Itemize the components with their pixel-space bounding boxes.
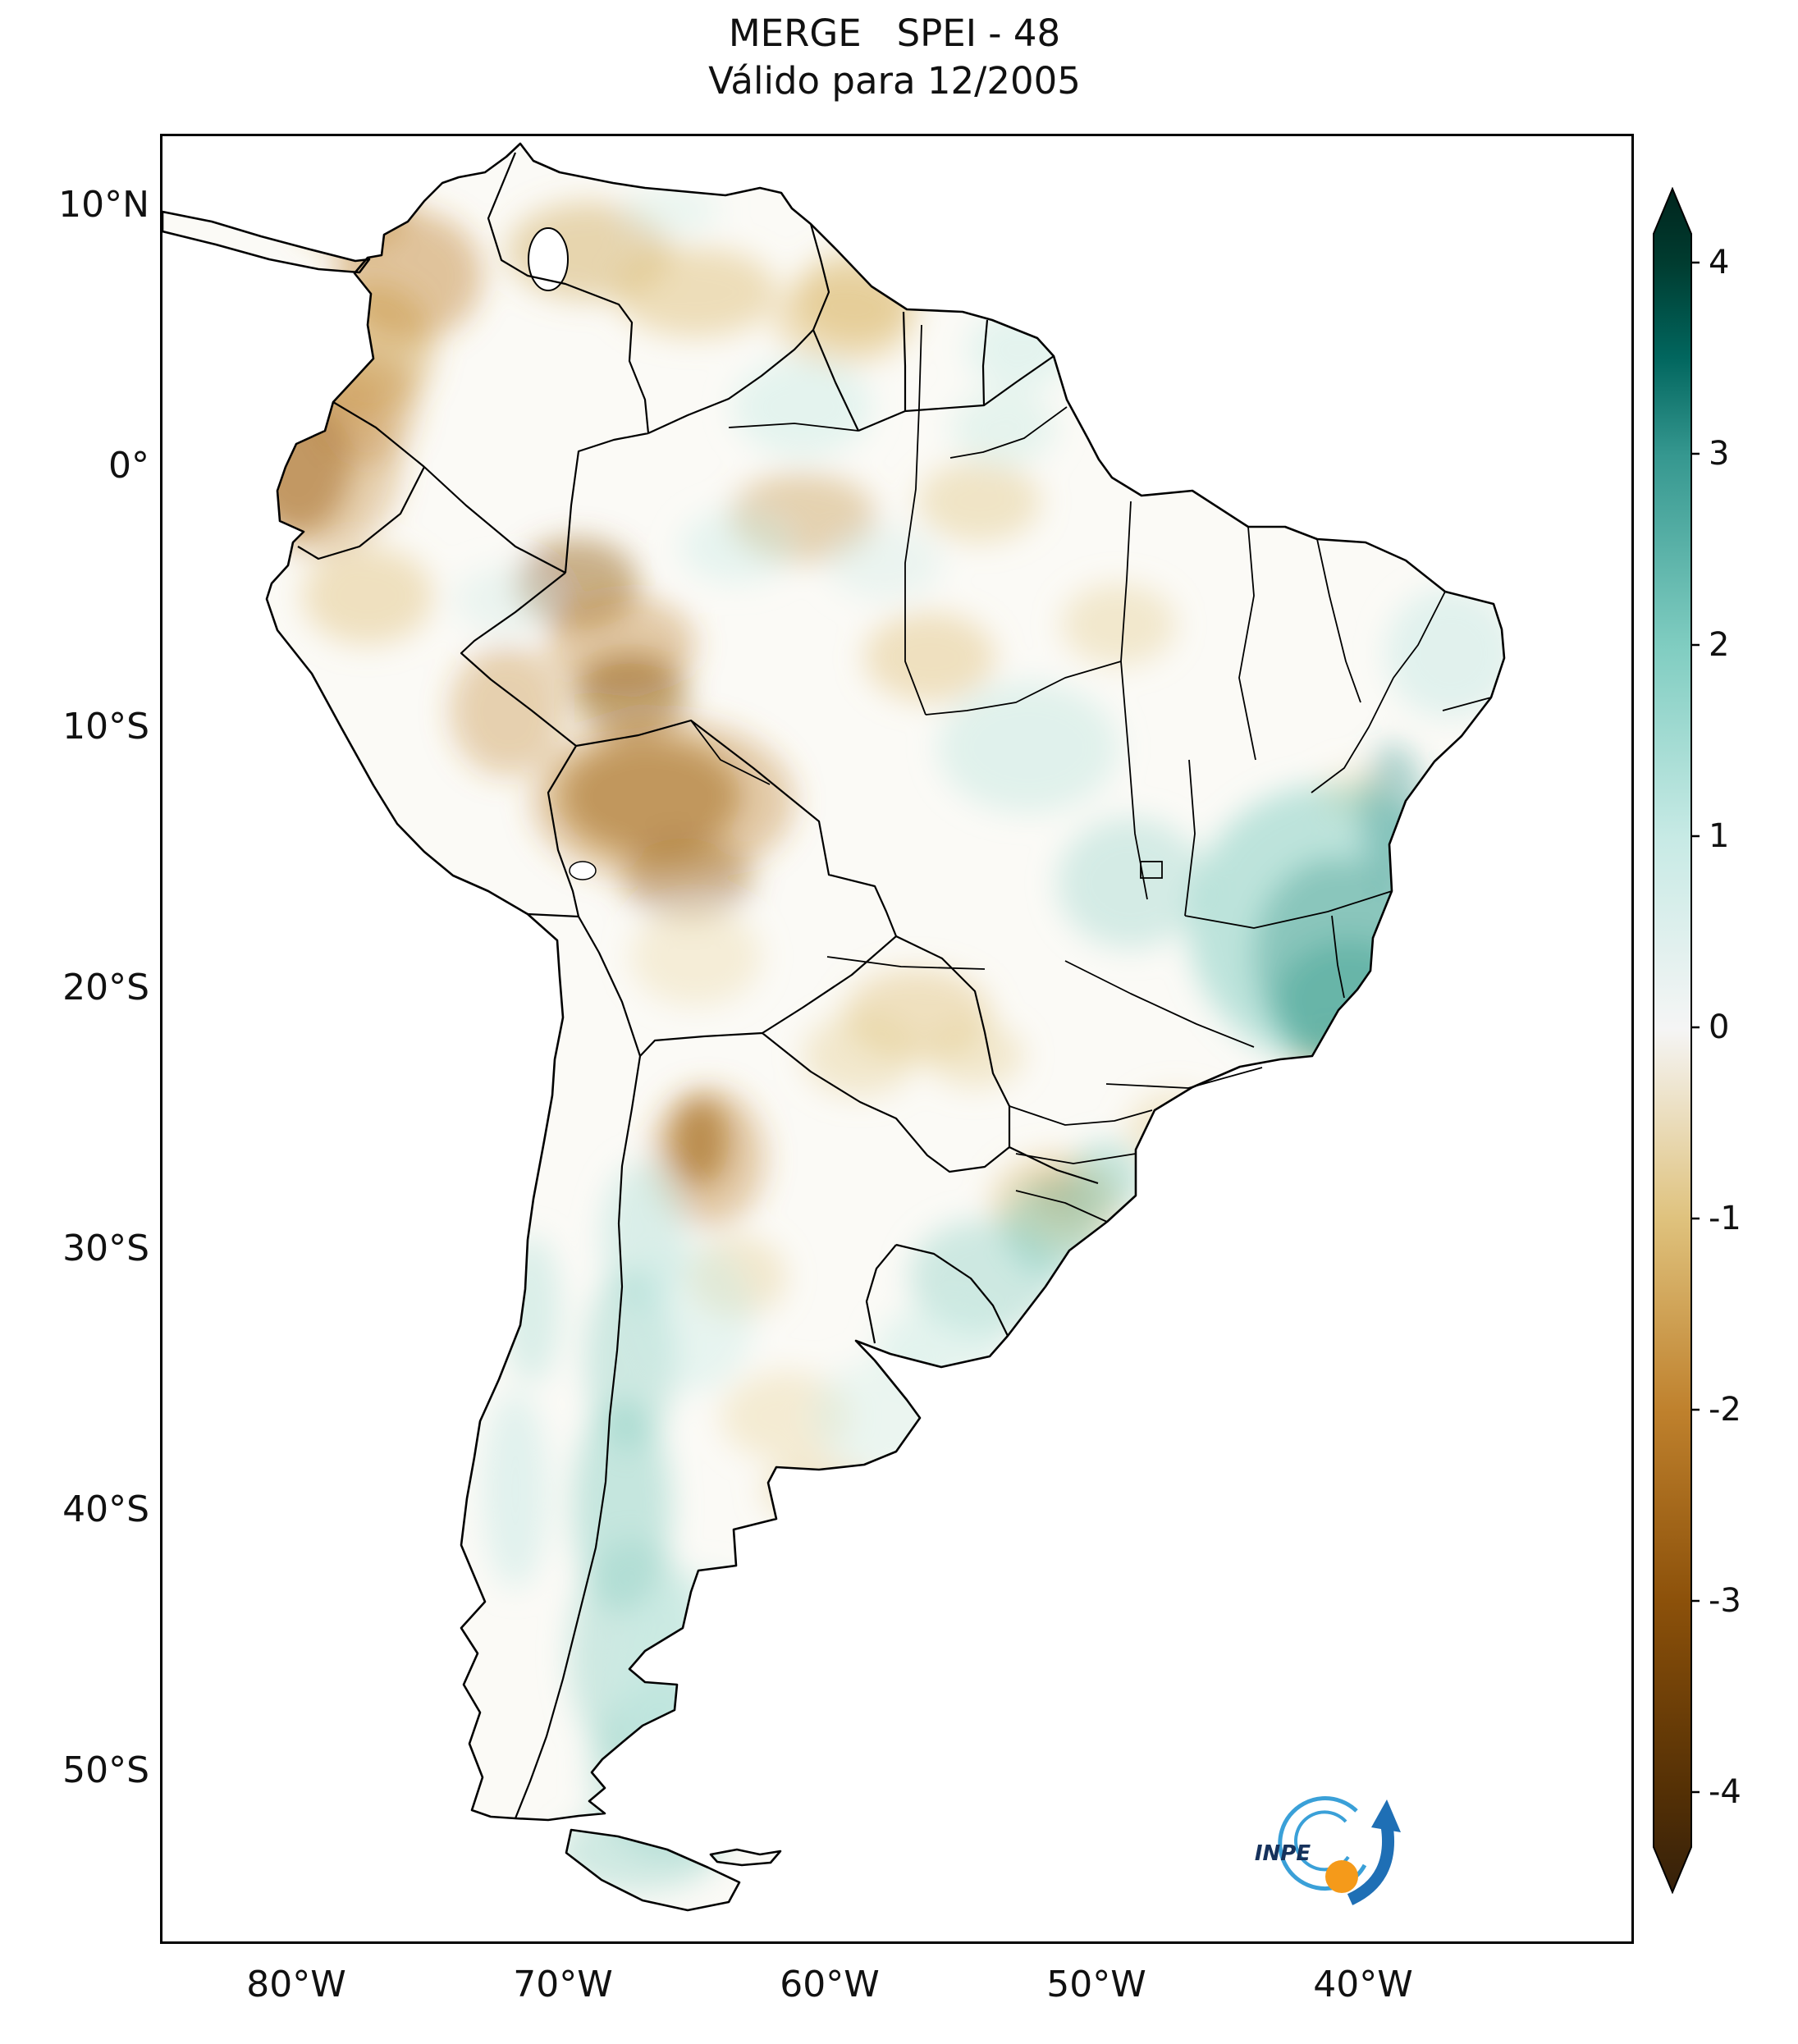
- colorbar-tick-label: -4: [1709, 1773, 1741, 1811]
- y-axis-tick-label: 20°S: [62, 967, 149, 1008]
- y-axis-tick-label: 10°N: [58, 184, 149, 226]
- figure-title: MERGE SPEI - 48 Válido para 12/2005: [160, 10, 1629, 105]
- x-axis-tick-label: 80°W: [246, 1964, 346, 2005]
- figure-title-line1: MERGE SPEI - 48: [728, 11, 1061, 55]
- figure-title-line2: Válido para 12/2005: [708, 59, 1081, 103]
- map-frame: [160, 134, 1634, 1944]
- distrito-federal-border: [1140, 861, 1163, 879]
- colorbar-tick-label: -1: [1709, 1200, 1741, 1237]
- y-axis-tick-label: 0°: [108, 445, 149, 487]
- inpe-logo: INPE: [1235, 1768, 1424, 1920]
- x-axis-tick-label: 50°W: [1046, 1964, 1146, 2005]
- lake-maracaibo: [528, 227, 569, 291]
- colorbar-tick-label: 2: [1709, 626, 1730, 664]
- y-axis-tick-label: 30°S: [62, 1228, 149, 1269]
- x-axis-tick-label: 60°W: [780, 1964, 880, 2005]
- south-america-map: [162, 142, 1506, 1912]
- colorbar: [1653, 187, 1700, 1894]
- colorbar-tick-label: 4: [1709, 244, 1730, 281]
- x-axis-tick-label: 40°W: [1313, 1964, 1413, 2005]
- state-borders: [690, 324, 1492, 1223]
- coastline: [162, 142, 1506, 1912]
- colorbar-tick-label: 0: [1709, 1008, 1730, 1046]
- colorbar-tick-label: -3: [1709, 1582, 1741, 1620]
- country-borders: [297, 152, 1099, 1819]
- lakes: [528, 227, 597, 880]
- y-axis-tick-label: 40°S: [62, 1488, 149, 1530]
- colorbar-tick-label: 1: [1709, 817, 1730, 855]
- colorbar-gradient: [1653, 187, 1692, 1894]
- colorbar-tick-label: -2: [1709, 1391, 1741, 1429]
- y-axis-tick-label: 10°S: [62, 706, 149, 748]
- y-axis-tick-label: 50°S: [62, 1749, 149, 1791]
- colorbar-tick-label: 3: [1709, 435, 1730, 473]
- lake-titicaca: [569, 861, 597, 880]
- logo-arrowhead: [1371, 1799, 1401, 1832]
- x-axis-tick-label: 70°W: [513, 1964, 613, 2005]
- logo-arrow: [1347, 1824, 1394, 1905]
- inpe-logo-text: INPE: [1255, 1841, 1311, 1866]
- colorbar-tick-marks: [1691, 261, 1700, 1794]
- logo-orange-ball: [1325, 1860, 1358, 1893]
